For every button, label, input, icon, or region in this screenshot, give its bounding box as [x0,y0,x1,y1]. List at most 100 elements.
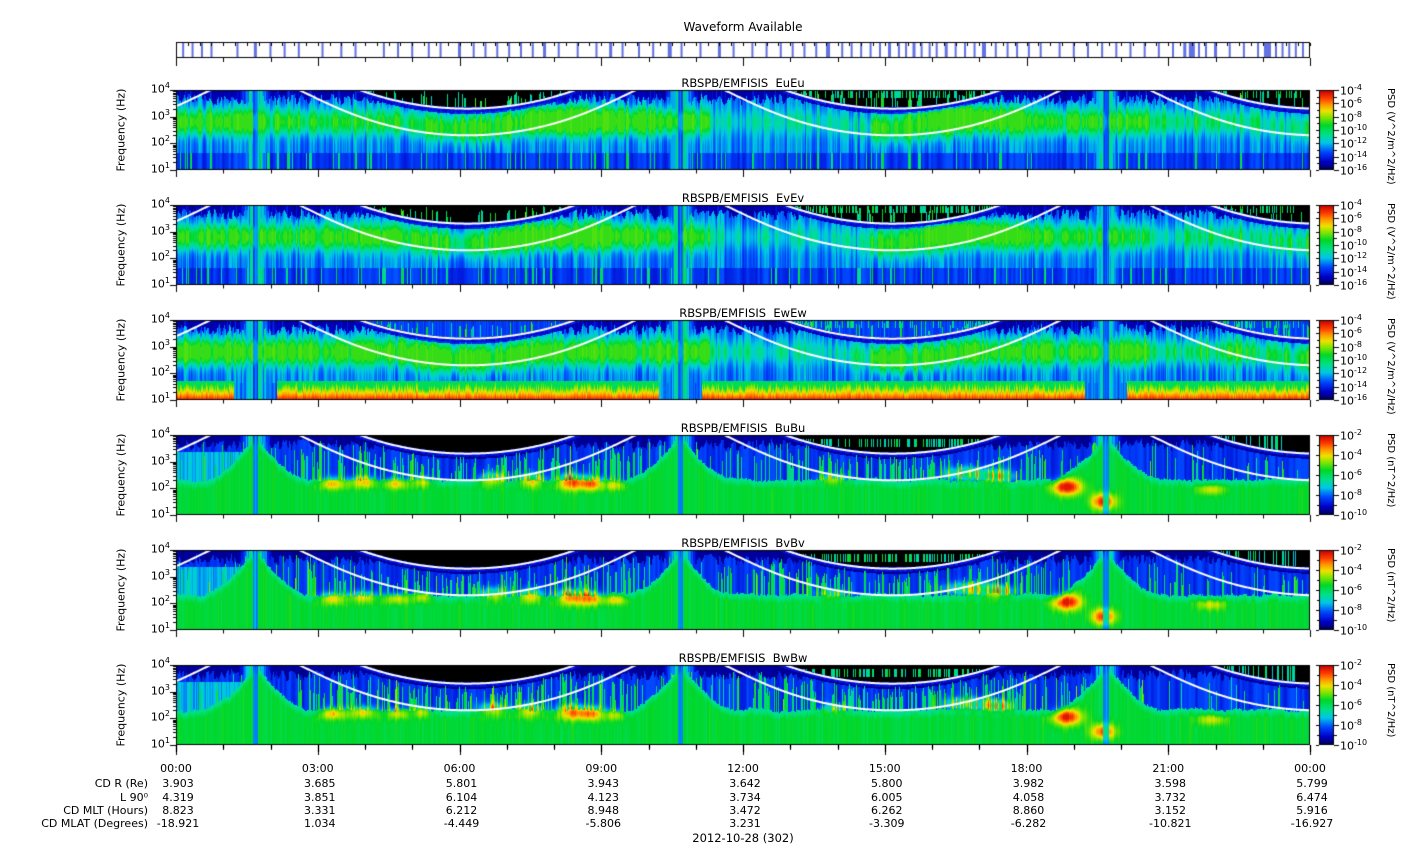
colorbar-tick-label: 10-12 [1340,136,1368,151]
ephemeris-value: 6.212 [445,804,478,817]
ephemeris-value: -5.806 [585,817,621,830]
y-axis-label: Frequency (Hz) [114,88,128,172]
ephemeris-value: 8.823 [162,804,194,817]
colorbar-tick-label: 10-14 [1340,264,1368,280]
colorbar-tick-label: 10-6 [1340,583,1362,598]
ephemeris-value: 6.262 [871,804,903,817]
spectrogram-EwEw [158,317,1316,414]
colorbar-tick-label: 10-4 [1340,198,1362,213]
colorbar-EvEv [1312,202,1348,294]
ephemeris-value: 3.732 [1154,791,1187,804]
ephemeris-value: 5.801 [445,777,478,790]
colorbar-tick-label: 10-8 [1340,603,1362,618]
y-axis-label: Frequency (Hz) [114,203,128,287]
colorbar-tick-label: 10-6 [1340,211,1362,226]
colorbar-EuEu [1312,87,1348,179]
ephemeris-value: 3.982 [1012,777,1045,790]
colorbar-tick-label: 10-10 [1340,738,1368,753]
colorbar-tick-label: 10-10 [1340,123,1368,138]
colorbar-tick-label: 10-16 [1340,278,1368,293]
ephemeris-value: 8.948 [587,804,620,817]
panel-title-EuEu: RBSPB/EMFISIS EuEu [681,76,805,90]
time-tick-label: 21:00 [1152,762,1185,775]
ephemeris-value: 6.474 [1296,791,1328,804]
colorbar-tick-label: 10-2 [1340,658,1362,673]
colorbar-tick-label: 10-4 [1340,563,1362,578]
waveform-availability-bar [158,36,1316,68]
ephemeris-value: 3.472 [729,804,761,817]
y-axis-label: Frequency (Hz) [114,318,128,402]
colorbar-unit-label: PSD (nT^2/Hz) [1385,433,1396,508]
colorbar-tick-label: 10-4 [1340,448,1362,463]
spectrogram-EuEu [158,87,1316,184]
colorbar-tick-label: 10-6 [1340,698,1362,713]
ephemeris-row-label: CD R (Re) [94,777,148,790]
ephemeris-value: 3.642 [729,777,761,790]
colorbar-BvBv [1312,547,1348,639]
ephemeris-value: 3.943 [587,777,620,790]
colorbar-tick-label: 10-16 [1340,393,1368,408]
ephemeris-value: 3.231 [729,817,761,830]
time-tick-label: 15:00 [868,762,901,775]
y-axis-label: Frequency (Hz) [114,663,128,747]
ephemeris-value: 8.860 [1012,804,1045,817]
colorbar-unit-label: PSD (V^2/m^2/Hz) [1385,318,1396,415]
colorbar-tick-label: 10-6 [1340,326,1362,341]
ephemeris-value: -4.449 [443,817,480,830]
colorbar-BwBw [1312,662,1348,754]
colorbar-tick-label: 10-8 [1340,718,1362,733]
time-tick-label: 00:00 [160,762,192,775]
colorbar-tick-label: 10-8 [1340,488,1362,503]
ephemeris-value: 3.331 [304,804,336,817]
time-tick-label: 00:00 [1294,762,1326,775]
ephemeris-value: 4.319 [162,791,194,804]
panel-title-BuBu: RBSPB/EMFISIS BuBu [680,421,806,435]
ephemeris-row-label: L 90⁰ [119,791,148,804]
colorbar-unit-label: PSD (V^2/m^2/Hz) [1385,88,1396,185]
time-tick-label: 09:00 [585,762,618,775]
ephemeris-value: 5.916 [1296,804,1328,817]
spectrogram-BwBw [158,662,1316,759]
ephemeris-value: -10.821 [1149,817,1192,830]
panel-title-BvBv: RBSPB/EMFISIS BvBv [681,536,805,550]
colorbar-tick-label: 10-10 [1340,508,1368,523]
colorbar-tick-label: 10-16 [1340,163,1368,178]
ephemeris-row-label: CD MLAT (Degrees) [41,817,148,830]
colorbar-unit-label: PSD (nT^2/Hz) [1385,663,1396,738]
colorbar-tick-label: 10-6 [1340,468,1362,483]
ephemeris-value: 3.903 [162,777,194,790]
colorbar-unit-label: PSD (nT^2/Hz) [1385,548,1396,623]
ephemeris-value: 6.005 [871,791,903,804]
ephemeris-value: 5.800 [871,777,903,790]
colorbar-tick-label: 10-10 [1340,353,1368,368]
ephemeris-value: 3.152 [1154,804,1187,817]
colorbar-tick-label: 10-14 [1340,149,1368,165]
ephemeris-value: 4.123 [587,791,620,804]
colorbar-tick-label: 10-8 [1340,339,1362,355]
colorbar-tick-label: 10-8 [1340,224,1362,240]
ephemeris-value: 1.034 [304,817,336,830]
colorbar-tick-label: 10-12 [1340,251,1368,266]
ephemeris-row-label: CD MLT (Hours) [63,804,148,817]
date-label: 2012-10-28 (302) [692,831,794,845]
colorbar-tick-label: 10-2 [1340,428,1362,443]
colorbar-tick-label: 10-10 [1340,238,1368,253]
spectrogram-BvBv [158,547,1316,644]
spectrogram-BuBu [158,432,1316,529]
waveform-bar-title: Waveform Available [683,20,803,34]
colorbar-tick-label: 10-6 [1340,96,1362,111]
time-axis-ticks [158,745,1316,761]
ephemeris-value: 3.598 [1154,777,1187,790]
colorbar-EwEw [1312,317,1348,409]
time-tick-label: 18:00 [1010,762,1043,775]
ephemeris-value: 6.104 [445,791,478,804]
ephemeris-value: -6.282 [1010,817,1047,830]
ephemeris-value: 3.685 [304,777,336,790]
colorbar-tick-label: 10-4 [1340,83,1362,98]
ephemeris-value: 5.799 [1296,777,1328,790]
time-tick-label: 06:00 [443,762,476,775]
colorbar-tick-label: 10-4 [1340,313,1362,328]
panel-title-BwBw: RBSPB/EMFISIS BwBw [678,651,808,665]
panel-title-EwEw: RBSPB/EMFISIS EwEw [679,306,807,320]
